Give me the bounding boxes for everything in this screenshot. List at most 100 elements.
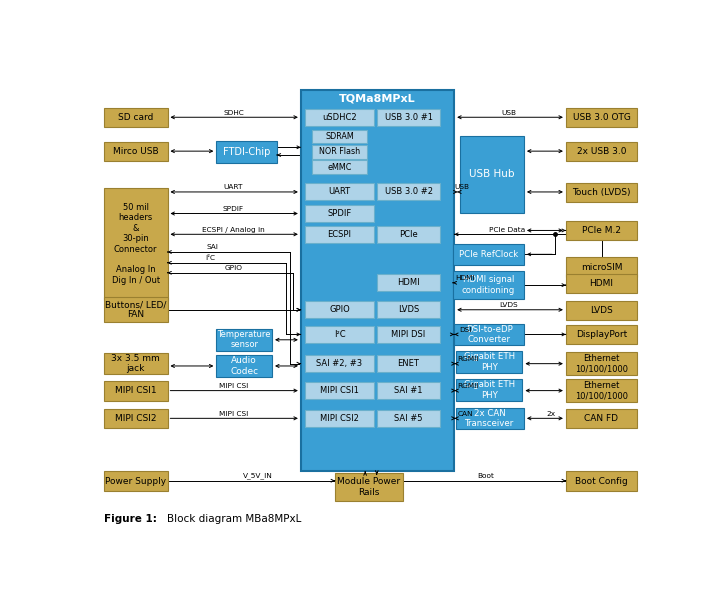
Text: SPDIF: SPDIF <box>328 209 351 218</box>
Text: SPDIF: SPDIF <box>222 206 244 212</box>
Text: uSDHC2: uSDHC2 <box>323 113 357 122</box>
Bar <box>335 473 403 501</box>
Text: I²C: I²C <box>334 330 346 339</box>
Text: LVDS: LVDS <box>499 302 518 308</box>
Bar <box>312 145 367 159</box>
Text: MIPI DSI: MIPI DSI <box>392 330 426 339</box>
Text: DisplayPort: DisplayPort <box>576 330 627 339</box>
Bar <box>377 301 441 318</box>
Text: Boot: Boot <box>477 473 494 479</box>
Bar <box>305 355 374 372</box>
Bar <box>566 409 637 428</box>
Bar <box>377 226 441 243</box>
Text: USB: USB <box>454 185 469 191</box>
Text: Gigabit ETH
PHY: Gigabit ETH PHY <box>464 380 515 399</box>
Text: 3x 3.5 mm
jack: 3x 3.5 mm jack <box>112 354 160 373</box>
Bar <box>461 136 524 213</box>
Bar <box>104 471 168 491</box>
Text: GPIO: GPIO <box>329 306 350 314</box>
Text: SAI #2, #3: SAI #2, #3 <box>317 359 363 368</box>
Text: 2x: 2x <box>546 411 556 417</box>
Bar <box>454 324 524 345</box>
Text: 2x CAN
Transceiver: 2x CAN Transceiver <box>465 408 515 428</box>
Text: PCIe M.2: PCIe M.2 <box>582 226 621 235</box>
Text: Gigabit ETH
PHY: Gigabit ETH PHY <box>464 353 515 372</box>
Bar <box>104 409 168 428</box>
Text: I²C: I²C <box>205 255 215 261</box>
Text: PCIe RefClock: PCIe RefClock <box>459 250 518 259</box>
Text: Block diagram MBa8MPxL: Block diagram MBa8MPxL <box>153 514 301 524</box>
Bar <box>566 301 637 320</box>
Text: USB 3.0 OTG: USB 3.0 OTG <box>572 113 631 122</box>
Bar <box>377 183 441 200</box>
Text: SDHC: SDHC <box>223 110 244 116</box>
Bar <box>453 271 524 299</box>
Text: UART: UART <box>224 185 243 191</box>
Bar <box>566 273 637 293</box>
Text: SDRAM: SDRAM <box>325 132 354 141</box>
Text: MIPI CSI1: MIPI CSI1 <box>115 387 156 396</box>
Text: MIPI CSI2: MIPI CSI2 <box>115 414 156 423</box>
Text: GPIO: GPIO <box>225 265 243 271</box>
Text: HDMI: HDMI <box>397 278 420 287</box>
Bar <box>305 109 374 126</box>
Text: 50 mil
headers
&
30-pin
Connector

Analog In
Dig In / Out: 50 mil headers & 30-pin Connector Analog… <box>112 203 160 285</box>
Bar <box>104 108 168 127</box>
Text: UART: UART <box>328 188 351 197</box>
Text: MIPI CSI: MIPI CSI <box>219 383 248 389</box>
Bar <box>104 353 168 374</box>
Text: USB 3.0 #1: USB 3.0 #1 <box>384 113 433 122</box>
Text: USB: USB <box>501 110 516 116</box>
Bar <box>305 326 374 343</box>
Bar <box>305 183 374 200</box>
Text: microSIM: microSIM <box>581 263 622 272</box>
Bar <box>104 381 168 401</box>
Text: Temperature
sensor: Temperature sensor <box>217 330 271 350</box>
Text: LVDS: LVDS <box>398 306 419 314</box>
Text: Figure 1:: Figure 1: <box>104 514 157 524</box>
Text: DSI-to-eDP
Converter: DSI-to-eDP Converter <box>466 325 513 344</box>
Bar <box>377 410 441 427</box>
Bar <box>566 379 637 402</box>
Text: Module Power
Rails: Module Power Rails <box>338 477 400 497</box>
Bar <box>104 298 168 322</box>
Bar <box>566 142 637 161</box>
Bar <box>566 257 637 276</box>
Text: SAI: SAI <box>207 244 218 250</box>
Bar <box>305 205 374 222</box>
Text: Ethernet
10/100/1000: Ethernet 10/100/1000 <box>575 354 628 373</box>
Text: USB 3.0 #2: USB 3.0 #2 <box>384 188 433 197</box>
Text: SAI #5: SAI #5 <box>395 414 423 423</box>
Text: ENET: ENET <box>397 359 420 368</box>
Bar <box>566 108 637 127</box>
Text: MIPI CSI: MIPI CSI <box>219 411 248 417</box>
Bar <box>377 109 441 126</box>
Text: eMMC: eMMC <box>328 163 352 172</box>
Text: ECSPI / Analog in: ECSPI / Analog in <box>202 227 265 233</box>
Bar <box>566 221 637 240</box>
Text: Audio
Codec: Audio Codec <box>230 356 258 376</box>
Bar <box>305 382 374 399</box>
Bar <box>104 188 168 299</box>
Bar <box>216 329 272 350</box>
Text: PCIe: PCIe <box>399 230 418 239</box>
Bar <box>305 410 374 427</box>
Text: CAN FD: CAN FD <box>585 414 618 423</box>
Text: RGMII: RGMII <box>457 383 479 389</box>
Bar <box>566 325 637 344</box>
Bar <box>216 141 276 163</box>
Text: TQMa8MPxL: TQMa8MPxL <box>339 94 416 104</box>
Text: MIPI CSI2: MIPI CSI2 <box>320 414 359 423</box>
Text: RGMII: RGMII <box>457 356 479 362</box>
Text: Ethernet
10/100/1000: Ethernet 10/100/1000 <box>575 381 628 401</box>
Text: PCIe Data: PCIe Data <box>489 227 525 233</box>
Text: CAN: CAN <box>457 411 473 417</box>
Text: USB Hub: USB Hub <box>469 169 515 179</box>
Text: SD card: SD card <box>118 113 153 122</box>
Text: Buttons/ LED/
FAN: Buttons/ LED/ FAN <box>105 300 166 319</box>
Text: Power Supply: Power Supply <box>105 477 166 486</box>
Text: HDMI: HDMI <box>590 279 613 288</box>
Bar <box>453 244 524 265</box>
Text: HDMI: HDMI <box>455 275 475 281</box>
Bar <box>566 471 637 491</box>
